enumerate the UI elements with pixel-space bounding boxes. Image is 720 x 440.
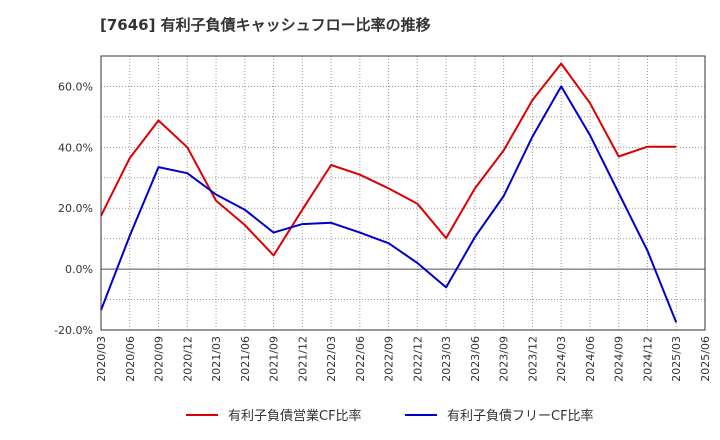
series-lines <box>100 62 678 324</box>
x-tick-label: 2020/06 <box>124 336 137 382</box>
data-point <box>674 320 678 324</box>
x-tick-label: 2024/06 <box>584 336 597 382</box>
data-point <box>185 145 189 149</box>
data-point <box>214 193 218 197</box>
data-point <box>300 222 304 226</box>
plot-background <box>101 56 705 330</box>
x-tick-label: 2024/09 <box>613 336 626 382</box>
data-point <box>387 241 391 245</box>
x-tick-label: 2021/03 <box>210 336 223 382</box>
data-point <box>444 285 448 289</box>
data-point <box>329 221 333 225</box>
x-tick-label: 2022/12 <box>411 336 424 382</box>
y-tick-label: 60.0% <box>58 80 93 93</box>
x-tick-label: 2024/03 <box>555 336 568 382</box>
data-point <box>157 165 161 169</box>
data-point <box>415 261 419 265</box>
x-axis-tick-labels: 2020/03 2020/06 2020/09 2020/12 2021/03 2021/… <box>95 336 712 382</box>
data-point <box>214 199 218 203</box>
plot-border <box>100 55 706 331</box>
data-point <box>502 148 506 152</box>
legend: 有利子負債営業CF比率 有利子負債フリーCF比率 <box>186 408 594 424</box>
data-point <box>243 208 247 212</box>
chart-title: [7646] 有利子負債キャッシュフロー比率の推移 <box>100 16 431 34</box>
y-tick-label: 0.0% <box>65 263 93 276</box>
data-point <box>128 156 132 160</box>
legend-label-1: 有利子負債営業CF比率 <box>228 408 362 424</box>
x-tick-label: 2023/06 <box>469 336 482 382</box>
data-point <box>559 84 563 88</box>
data-point <box>530 135 534 139</box>
data-point <box>300 208 304 212</box>
x-tick-label: 2021/12 <box>296 336 309 382</box>
series-line-1 <box>100 62 677 257</box>
x-tick-label: 2023/09 <box>498 336 511 382</box>
data-point <box>588 101 592 105</box>
x-tick-label: 2023/12 <box>526 336 539 382</box>
x-tick-label: 2025/06 <box>699 336 712 382</box>
data-point <box>559 62 563 66</box>
data-point <box>588 133 592 137</box>
data-point <box>645 145 649 149</box>
x-tick-label: 2020/03 <box>95 336 108 382</box>
y-tick-label: 40.0% <box>58 141 93 154</box>
data-point <box>617 154 621 158</box>
data-point <box>674 145 678 149</box>
data-point <box>243 223 247 227</box>
x-tick-label: 2022/03 <box>325 336 338 382</box>
legend-label-2: 有利子負債フリーCF比率 <box>447 408 594 424</box>
x-tick-label: 2021/06 <box>239 336 252 382</box>
data-point <box>530 98 534 102</box>
x-tick-label: 2020/09 <box>153 336 166 382</box>
data-point <box>617 191 621 195</box>
data-point <box>473 235 477 239</box>
x-tick-label: 2022/06 <box>354 336 367 382</box>
x-tick-label: 2022/09 <box>383 336 396 382</box>
data-point <box>329 163 333 167</box>
data-point <box>185 171 189 175</box>
y-tick-label: 20.0% <box>58 202 93 215</box>
x-tick-label: 2024/12 <box>641 336 654 382</box>
data-point <box>157 119 161 123</box>
data-point <box>272 253 276 257</box>
data-point <box>128 234 132 238</box>
x-tick-label: 2020/12 <box>181 336 194 382</box>
data-point <box>358 231 362 235</box>
data-point <box>444 236 448 240</box>
data-point <box>502 194 506 198</box>
data-point <box>358 173 362 177</box>
data-point <box>387 186 391 190</box>
x-tick-label: 2025/03 <box>670 336 683 382</box>
x-tick-label: 2021/09 <box>268 336 281 382</box>
data-point <box>473 186 477 190</box>
x-tick-label: 2023/03 <box>440 336 453 382</box>
series-line-2 <box>100 85 678 323</box>
data-point <box>272 231 276 235</box>
y-tick-label: -20.0% <box>54 324 93 337</box>
data-point <box>415 202 419 206</box>
y-axis-tick-labels: -20.0% 0.0% 20.0% 40.0% 60.0% <box>54 80 93 337</box>
data-point <box>645 249 649 253</box>
